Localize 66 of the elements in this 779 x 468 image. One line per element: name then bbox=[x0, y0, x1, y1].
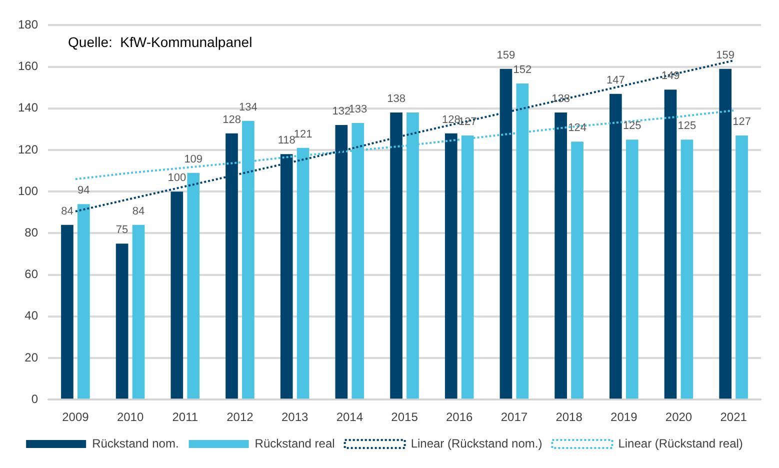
legend-label: Rückstand real bbox=[254, 436, 335, 450]
data-label: 128 bbox=[222, 114, 241, 126]
bar bbox=[571, 142, 584, 399]
y-tick-label: 20 bbox=[24, 350, 38, 364]
bar bbox=[609, 94, 622, 399]
data-label: 125 bbox=[678, 120, 696, 132]
x-tick-label: 2020 bbox=[665, 410, 692, 424]
y-tick-label: 140 bbox=[18, 100, 38, 115]
bar bbox=[78, 204, 90, 399]
x-tick-label: 2012 bbox=[226, 410, 254, 424]
y-tick-label: 40 bbox=[24, 308, 38, 323]
legend-label: Linear (Rückstand real) bbox=[618, 436, 743, 450]
bar bbox=[719, 68, 732, 399]
data-label: 84 bbox=[132, 205, 145, 218]
x-tick-label: 2011 bbox=[172, 410, 198, 424]
bar bbox=[680, 140, 694, 399]
data-label: 75 bbox=[116, 224, 128, 236]
data-label: 128 bbox=[442, 114, 460, 126]
data-label: 124 bbox=[568, 122, 586, 134]
data-label: 149 bbox=[661, 70, 680, 82]
bar bbox=[664, 90, 677, 399]
x-tick-label: 2010 bbox=[116, 410, 144, 424]
data-label: 138 bbox=[387, 93, 406, 106]
data-label: 159 bbox=[716, 49, 735, 62]
bar bbox=[116, 244, 128, 399]
bar bbox=[61, 224, 74, 399]
data-label: 147 bbox=[606, 74, 625, 86]
data-label: 127 bbox=[458, 116, 477, 128]
x-tick-label: 2018 bbox=[556, 410, 583, 424]
data-label: 94 bbox=[78, 184, 90, 197]
y-tick-label: 80 bbox=[24, 226, 38, 240]
x-tick-label: 2013 bbox=[281, 410, 308, 424]
x-tick-label: 2021 bbox=[720, 410, 748, 424]
data-label: 133 bbox=[348, 103, 368, 116]
data-label: 159 bbox=[496, 49, 516, 62]
bar bbox=[736, 135, 748, 399]
x-tick-label: 2014 bbox=[336, 410, 364, 424]
data-label: 109 bbox=[184, 153, 203, 166]
bar bbox=[626, 140, 638, 399]
annotation: Quelle: KfW-Kommunalpanel bbox=[68, 34, 252, 50]
y-tick-label: 100 bbox=[18, 184, 38, 198]
data-label: 152 bbox=[513, 64, 532, 76]
y-tick-label: 180 bbox=[18, 18, 38, 32]
x-tick-label: 2017 bbox=[500, 410, 528, 424]
data-label: 125 bbox=[622, 120, 642, 132]
y-tick-label: 160 bbox=[18, 59, 38, 74]
data-label: 121 bbox=[294, 128, 312, 140]
x-tick-label: 2015 bbox=[391, 410, 418, 424]
bar bbox=[554, 112, 567, 399]
data-label: 84 bbox=[61, 205, 74, 218]
data-label: 134 bbox=[239, 101, 258, 114]
x-tick-label: 2009 bbox=[62, 410, 90, 424]
legend-label: Linear (Rückstand nom.) bbox=[410, 436, 542, 450]
legend-label: Rückstand nom. bbox=[92, 436, 179, 450]
bar bbox=[444, 133, 458, 399]
data-label: 132 bbox=[332, 106, 351, 118]
y-tick-label: 0 bbox=[31, 392, 38, 406]
data-label: 100 bbox=[168, 172, 186, 184]
x-tick-label: 2019 bbox=[610, 410, 638, 424]
bar bbox=[132, 224, 145, 399]
y-tick-label: 120 bbox=[18, 142, 38, 156]
data-label: 127 bbox=[732, 116, 751, 128]
y-tick-label: 60 bbox=[24, 267, 38, 282]
x-tick-label: 2016 bbox=[446, 410, 474, 424]
bar bbox=[187, 172, 200, 399]
data-label: 118 bbox=[278, 134, 296, 147]
